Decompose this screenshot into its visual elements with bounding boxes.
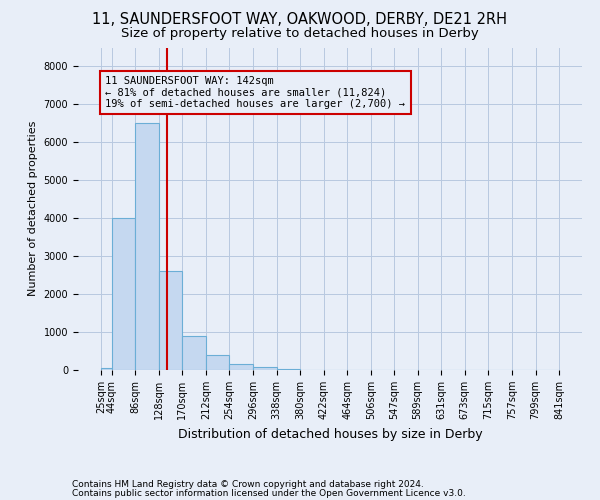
X-axis label: Distribution of detached houses by size in Derby: Distribution of detached houses by size …: [178, 428, 482, 440]
Text: Size of property relative to detached houses in Derby: Size of property relative to detached ho…: [121, 28, 479, 40]
Bar: [112, 218, 135, 370]
Bar: [229, 364, 253, 370]
Text: 11, SAUNDERSFOOT WAY, OAKWOOD, DERBY, DE21 2RH: 11, SAUNDERSFOOT WAY, OAKWOOD, DERBY, DE…: [92, 12, 508, 28]
Bar: [135, 124, 159, 370]
Bar: [206, 355, 229, 370]
Bar: [182, 336, 206, 370]
Bar: [159, 272, 182, 370]
Bar: [101, 368, 112, 370]
Text: Contains public sector information licensed under the Open Government Licence v3: Contains public sector information licen…: [72, 490, 466, 498]
Bar: [277, 369, 300, 370]
Text: 11 SAUNDERSFOOT WAY: 142sqm
← 81% of detached houses are smaller (11,824)
19% of: 11 SAUNDERSFOOT WAY: 142sqm ← 81% of det…: [106, 76, 406, 109]
Text: Contains HM Land Registry data © Crown copyright and database right 2024.: Contains HM Land Registry data © Crown c…: [72, 480, 424, 489]
Bar: [253, 367, 277, 370]
Y-axis label: Number of detached properties: Number of detached properties: [28, 121, 38, 296]
